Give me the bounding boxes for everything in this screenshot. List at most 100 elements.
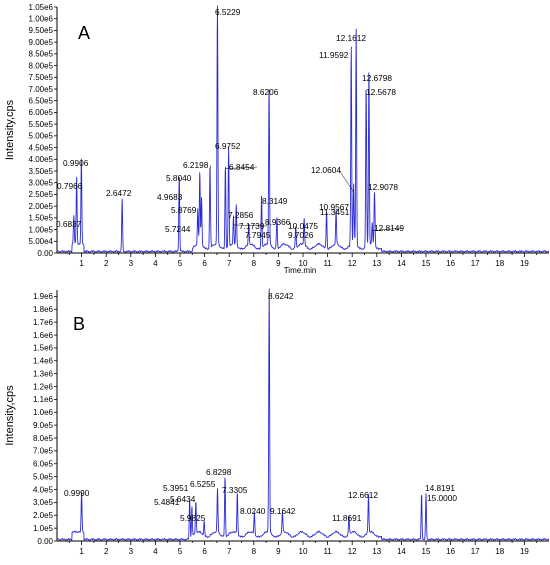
panel-b-x-tick-label: 8 (252, 547, 257, 556)
panel-a-y-tick-label: 2.50e5 (29, 190, 54, 199)
panel-a-y-tick-label: 7.50e5 (29, 73, 54, 82)
panel-b-x-tick-label: 14 (397, 547, 406, 556)
panel-a-peak-label: 11.9592 (319, 50, 349, 60)
panel-b-y-tick-label: 1.8e6 (33, 305, 54, 314)
panel-a-x-tick-label: 18 (495, 259, 504, 268)
panel-b-y-tick-label: 8.0e5 (33, 434, 54, 443)
panel-a-peak-label: 11.3451 (320, 207, 350, 217)
panel-a-peak-label: 6.5229 (215, 7, 241, 17)
panel-a-peak-leader (225, 166, 258, 169)
panel-b-y-tick-label: 6.0e5 (33, 460, 54, 469)
panel-b-x-tick-label: 4 (153, 547, 158, 556)
panel-a-x-tick-label: 11 (323, 259, 332, 268)
panel-a-y-tick-label: 2.00e5 (29, 202, 54, 211)
panel-a-peak-label: 12.1612 (336, 33, 366, 43)
panel-b-x-tick-label: 6 (202, 547, 207, 556)
panel-b-x-tick-label: 3 (129, 547, 134, 556)
panel-a-x-tick-label: 2 (104, 259, 109, 268)
panel-a-y-tick-label: 9.00e5 (29, 38, 54, 47)
panel-a-y-tick-label: 4.50e5 (29, 143, 54, 152)
panel-a-peak-label: 5.8040 (166, 173, 192, 183)
panel-a-y-tick-label: 6.00e5 (29, 108, 54, 117)
panel-b-y-tick-label: 1.0e5 (33, 524, 54, 533)
panel-a-peak-label: 10.9567 (319, 202, 349, 212)
panel-b-peak-label: 9.1642 (270, 506, 296, 516)
panel-a-y-tick-label: 3.50e5 (29, 167, 54, 176)
panel-b-y-tick-label: 1.5e6 (33, 344, 54, 353)
panel-a-peak-label: 0.9906 (63, 158, 89, 168)
panel-b-letter: B (73, 314, 85, 334)
panel-a-peak-label: 8.9366 (265, 217, 291, 227)
panel-b-x-tick-label: 12 (348, 547, 357, 556)
panel-a-y-tick-label: 4.00e5 (29, 155, 54, 164)
panel-a-peak-label: 2.6472 (106, 188, 132, 198)
panel-b-y-tick-label: 1.7e6 (33, 318, 54, 327)
panel-b-peak-label: 12.6612 (348, 490, 378, 500)
panel-a-x-tick-label: 5 (178, 259, 183, 268)
panel-b-peak-label: 15.0000 (427, 493, 457, 503)
panel-a-peak-leader (372, 227, 403, 231)
panel-a-x-tick-label: 13 (372, 259, 381, 268)
panel-b-y-tick-label: 4.0e5 (33, 485, 54, 494)
panel-b-peak-label: 5.4841 (154, 497, 180, 507)
panel-b-x-tick-label: 7 (227, 547, 232, 556)
panel-a-y-tick-label: 3.00e5 (29, 179, 54, 188)
panel-a-y-tick-label: 9.50e5 (29, 26, 54, 35)
panel-b-x-tick-label: 5 (178, 547, 183, 556)
panel-a-peak-label: 10.0475 (288, 221, 318, 231)
panel-b-peak-label: 6.8298 (206, 467, 232, 477)
panel-a-y-tick-label: 7.00e5 (29, 85, 54, 94)
panel-a-x-tick-label: 4 (153, 259, 158, 268)
panel-b-x-tick-label: 19 (520, 547, 529, 556)
panel-b-x-tick-label: 18 (495, 547, 504, 556)
panel-a-peak-label: 7.2856 (228, 210, 254, 220)
panel-b-x-tick-label: 16 (446, 547, 455, 556)
panel-b-x-tick-label: 15 (422, 547, 431, 556)
panel-b-x-tick-label: 11 (323, 547, 332, 556)
panel-a-y-tick-label: 5.00e5 (29, 132, 54, 141)
panel-b-peak-label: 5.3951 (163, 483, 189, 493)
panel-a-peak-label: 6.9752 (215, 141, 241, 151)
panel-b-y-tick-label: 1.6e6 (33, 331, 54, 340)
panel-b-y-tick-label: 1.3e6 (33, 369, 54, 378)
panel-a-x-tick-label: 7 (227, 259, 232, 268)
panel-a-y-axis-title: Intensity,cps (4, 99, 16, 160)
panel-a-x-tick-label: 8 (252, 259, 257, 268)
panel-a-peak-leader (233, 224, 268, 227)
panel-a-x-tick-label: 14 (397, 259, 406, 268)
panel-a-y-tick-label: 6.50e5 (29, 97, 54, 106)
panel-a-x-tick-label: 1 (79, 259, 84, 268)
panel-b-peak-label: 7.3305 (222, 485, 248, 495)
panel-b-y-tick-label: 0.00 (37, 537, 53, 546)
panel-a-peak-label: 8.6206 (253, 87, 279, 97)
panel-a-letter: A (78, 23, 90, 43)
panel-a-y-tick-label: 1.00e6 (29, 15, 54, 24)
panel-a-x-tick-label: 15 (422, 259, 431, 268)
panel-b-peak-label: 6.5255 (190, 479, 216, 489)
panel-b-y-tick-label: 1.4e6 (33, 357, 54, 366)
panel-a-peak-label: 9.7026 (288, 230, 314, 240)
panel-a-peak-label: 0.7966 (57, 181, 83, 191)
panel-b-x-tick-label: 13 (372, 547, 381, 556)
panel-a-y-tick-label: 5.00e4 (29, 237, 54, 246)
panel-b-y-tick-label: 1.0e6 (33, 408, 54, 417)
panel-a-peak-label: 7.1739 (239, 221, 265, 231)
panel-b-peak-label: 5.6434 (170, 494, 196, 504)
panel-a-peak-label: 4.9683 (157, 192, 183, 202)
panel-b-peak-label: 8.0240 (240, 506, 266, 516)
panel-b-x-tick-label: 9 (276, 547, 281, 556)
panel-a-peak-label: 12.5678 (366, 87, 396, 97)
panel-b-x-tick-label: 1 (79, 547, 84, 556)
panel-b-x-tick-label: 17 (471, 547, 480, 556)
panel-a-x-tick-label: 9 (276, 259, 281, 268)
panel-a-y-tick-label: 0.00 (37, 249, 53, 258)
panel-b-x-tick-label: 10 (299, 547, 308, 556)
panel-a-x-tick-label: 3 (129, 259, 134, 268)
panel-a-peak-label: 12.9078 (368, 182, 398, 192)
panel-a-peak-label: 12.6798 (362, 73, 392, 83)
panel-b-y-tick-label: 3.0e5 (33, 498, 54, 507)
panel-a-y-tick-label: 1.50e5 (29, 214, 54, 223)
panel-a-x-tick-label: 12 (348, 259, 357, 268)
panel-a-chromatogram-trace (56, 5, 550, 253)
